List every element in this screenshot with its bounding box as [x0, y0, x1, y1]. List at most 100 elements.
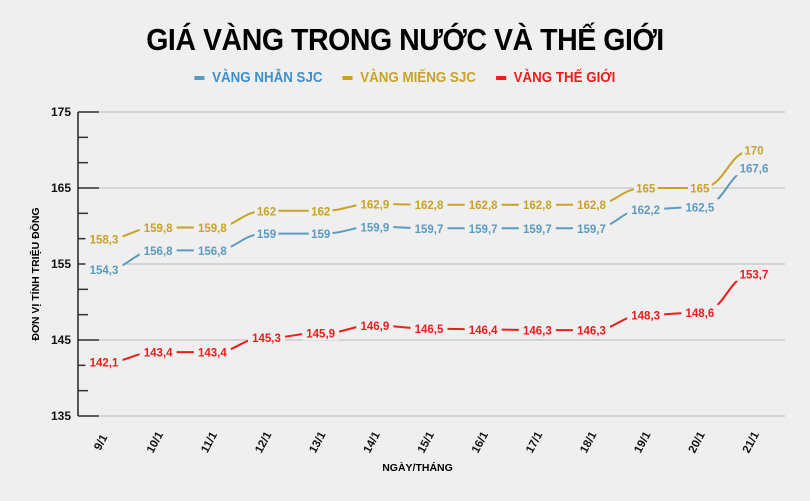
data-label: 159,7 — [577, 224, 606, 236]
legend-swatch-icon — [194, 76, 205, 80]
data-label-bg — [410, 220, 448, 236]
data-label: 165 — [690, 184, 710, 196]
data-label: 165 — [636, 184, 656, 196]
data-label-bg — [627, 201, 665, 217]
data-label-bg — [464, 196, 502, 212]
data-label-bg — [742, 142, 766, 157]
data-label: 162,8 — [469, 200, 498, 212]
data-label-bg — [356, 218, 394, 234]
data-label-bg — [573, 196, 610, 212]
data-label-bg — [518, 322, 556, 338]
y-tick-label: 135 — [51, 409, 71, 423]
data-label: 145,9 — [306, 329, 335, 341]
legend-label: VÀNG NHẪN SJC — [212, 70, 323, 86]
data-label-bg — [139, 344, 177, 360]
data-label: 159,9 — [360, 222, 389, 234]
data-label-bg — [518, 220, 556, 236]
data-label: 159,7 — [469, 224, 498, 236]
data-label-bg — [85, 354, 123, 370]
data-label-bg — [139, 242, 177, 258]
data-label-bg — [687, 180, 712, 195]
data-label-bg — [139, 219, 177, 235]
x-tick-label: 13/1 — [307, 429, 328, 455]
data-label: 167,6 — [740, 164, 769, 176]
legend-item-vang-mieng: VÀNG MIẾNG SJC — [342, 70, 476, 86]
x-tick-label: 21/1 — [741, 429, 762, 455]
y-tick-label: 155 — [51, 257, 71, 271]
data-label: 170 — [744, 146, 763, 158]
data-label: 159,8 — [198, 223, 227, 235]
data-label: 154,3 — [90, 265, 119, 277]
y-axis-label: ĐƠN VỊ TÍNH TRIỆU ĐỒNG — [30, 207, 42, 341]
data-label: 159 — [311, 229, 330, 241]
data-label: 159,7 — [523, 224, 552, 236]
data-label: 148,3 — [631, 310, 660, 322]
data-label-bg — [735, 265, 773, 281]
data-label-bg — [410, 196, 448, 212]
data-label-bg — [248, 329, 285, 345]
data-label: 146,5 — [415, 324, 444, 336]
data-label-bg — [464, 321, 502, 337]
data-label-bg — [627, 306, 665, 322]
data-label-bg — [681, 304, 719, 320]
data-label: 153,7 — [740, 269, 769, 281]
chart-title: GIÁ VÀNG TRONG NƯỚC VÀ THẾ GIỚI — [146, 22, 664, 57]
legend-swatch-icon — [496, 76, 507, 80]
x-axis-label: NGÀY/THÁNG — [382, 462, 453, 474]
data-label-bg — [464, 220, 502, 236]
data-label: 143,4 — [198, 348, 227, 360]
x-tick-label: 15/1 — [416, 429, 437, 455]
legend-item-vang-the-gioi: VÀNG THẾ GIỚI — [496, 70, 615, 86]
data-label-bg — [193, 219, 231, 235]
x-tick-label: 14/1 — [362, 429, 383, 455]
data-label: 158,3 — [90, 234, 119, 246]
legend-label: VÀNG THẾ GIỚI — [513, 70, 616, 86]
data-label: 146,9 — [360, 321, 389, 333]
data-label: 162 — [257, 206, 276, 218]
data-label-bg — [308, 202, 333, 218]
data-label-bg — [85, 261, 123, 277]
data-label-bg — [633, 180, 658, 195]
x-tick-label: 12/1 — [253, 429, 274, 455]
data-label: 156,8 — [144, 246, 173, 258]
x-tick-label: 17/1 — [524, 429, 545, 455]
x-tick-label: 10/1 — [145, 429, 166, 455]
data-label: 162,2 — [631, 205, 660, 217]
data-label: 148,6 — [685, 308, 714, 320]
data-label: 159,7 — [415, 224, 444, 236]
chart-legend: VÀNG NHẪN SJC VÀNG MIẾNG SJC VÀNG THẾ GI… — [32, 70, 777, 86]
x-tick-label: 18/1 — [578, 429, 599, 455]
data-label-bg — [518, 196, 556, 212]
data-label: 162,5 — [685, 203, 714, 215]
data-label: 162,8 — [523, 200, 552, 212]
x-tick-label: 16/1 — [470, 429, 491, 455]
data-label-bg — [308, 225, 333, 241]
data-label-bg — [302, 325, 340, 341]
data-label-bg — [254, 225, 279, 241]
data-label: 156,8 — [198, 246, 227, 258]
data-label-bg — [681, 199, 719, 214]
data-label: 162 — [311, 206, 330, 218]
data-label: 162,8 — [577, 200, 606, 212]
data-label: 162,8 — [415, 200, 444, 212]
legend-swatch-icon — [342, 76, 353, 80]
legend-item-vang-nhan: VÀNG NHẪN SJC — [194, 70, 323, 86]
data-label-bg — [573, 220, 610, 236]
data-label: 159 — [257, 229, 276, 241]
data-label-bg — [254, 202, 279, 218]
y-tick-label: 175 — [51, 105, 71, 119]
data-label-bg — [193, 344, 231, 360]
x-tick-label: 9/1 — [92, 432, 110, 452]
data-label-bg — [193, 242, 231, 258]
data-label-bg — [356, 317, 394, 333]
data-label-bg — [410, 320, 448, 336]
data-label: 143,4 — [144, 348, 173, 360]
data-label-bg — [735, 160, 773, 176]
data-label-bg — [356, 195, 394, 211]
legend-label: VÀNG MIẾNG SJC — [360, 70, 476, 86]
data-label: 162,9 — [360, 199, 389, 211]
data-label-bg — [573, 322, 610, 338]
data-label: 159,8 — [144, 223, 173, 235]
x-tick-label: 19/1 — [632, 429, 653, 455]
